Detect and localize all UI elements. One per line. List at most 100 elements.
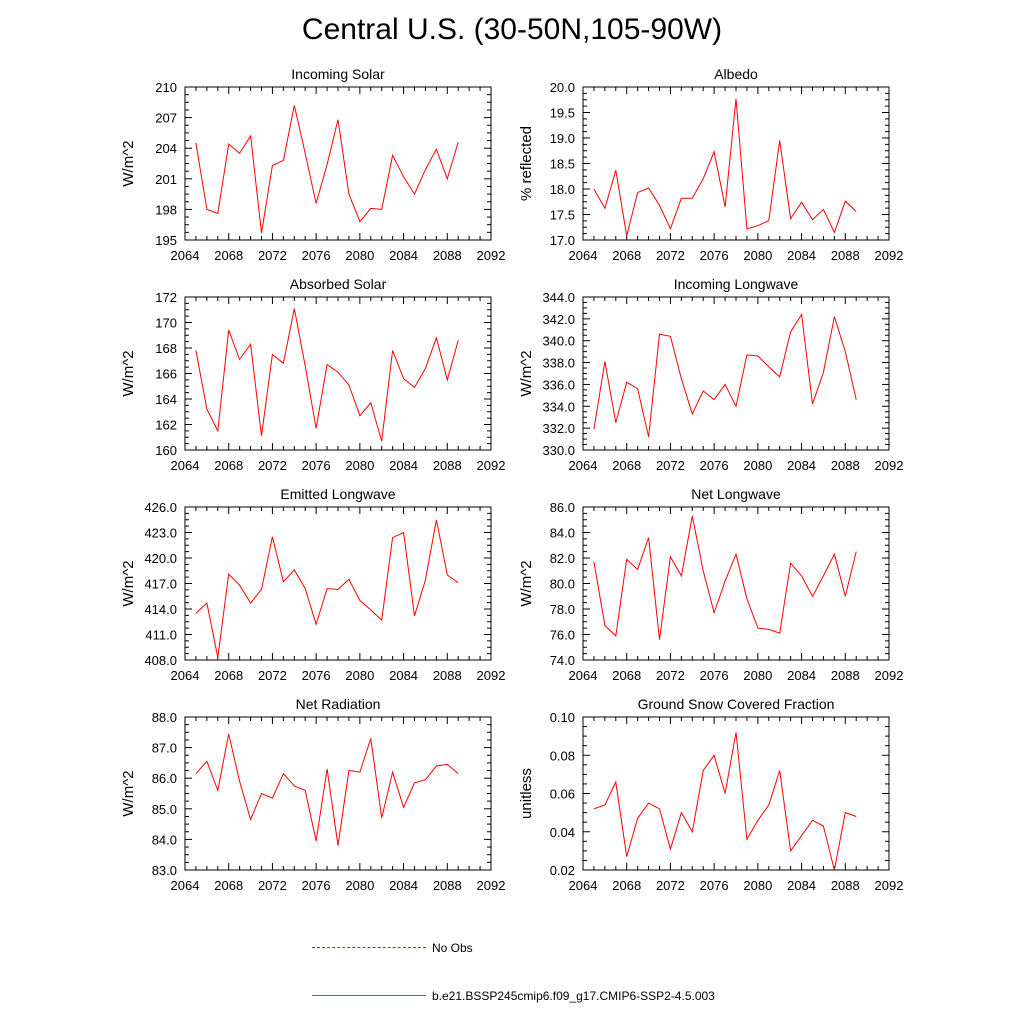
data-point — [724, 793, 725, 794]
data-point — [261, 435, 262, 436]
series-line — [195, 105, 459, 233]
data-point — [348, 579, 349, 580]
data-point — [447, 379, 448, 380]
legend-label: No Obs — [432, 941, 473, 955]
data-point — [294, 785, 295, 786]
y-tick-label: 195 — [155, 233, 177, 248]
y-tick-label: 417.0 — [144, 577, 177, 592]
x-tick-label: 2084 — [389, 878, 418, 893]
data-point — [392, 350, 393, 351]
data-point — [348, 770, 349, 771]
panel-ground-snow-covered-fraction: Ground Snow Covered Fraction unitless 2064… — [518, 696, 903, 893]
data-point — [681, 575, 682, 576]
data-point — [359, 221, 360, 222]
data-point — [261, 793, 262, 794]
x-tick-label: 2080 — [743, 248, 772, 263]
y-tick-label: 78.0 — [550, 602, 575, 617]
panel-net-longwave: Net Longwave W/m^2 2064 2068 2072 2076 2080 208… — [518, 486, 903, 683]
data-point — [425, 368, 426, 369]
x-tick-label: 2084 — [389, 458, 418, 473]
y-tick-label: 18.5 — [550, 157, 575, 172]
data-point — [436, 765, 437, 766]
data-point — [845, 201, 846, 202]
y-axis-label: % reflected — [518, 126, 535, 201]
data-point — [217, 790, 218, 791]
data-point — [714, 151, 715, 152]
data-point — [593, 429, 594, 430]
data-point — [414, 782, 415, 783]
x-tick-label: 2080 — [345, 878, 374, 893]
data-point — [604, 361, 605, 362]
data-point — [703, 178, 704, 179]
y-tick-label: 0.08 — [550, 748, 575, 763]
data-point — [206, 409, 207, 410]
data-point — [823, 209, 824, 210]
plot-frame — [184, 86, 492, 241]
data-point — [425, 169, 426, 170]
data-point — [316, 840, 317, 841]
data-point — [768, 804, 769, 805]
data-point — [790, 563, 791, 564]
y-tick-label: 414.0 — [144, 602, 177, 617]
x-tick-label: 2068 — [612, 878, 641, 893]
data-point — [206, 209, 207, 210]
data-point — [648, 187, 649, 188]
data-point — [615, 422, 616, 423]
x-tick-label: 2076 — [700, 668, 729, 683]
panel-title: Net Radiation — [296, 696, 381, 712]
x-tick-label: 2072 — [258, 668, 287, 683]
x-tick-label: 2064 — [569, 878, 598, 893]
data-point — [834, 554, 835, 555]
data-point — [370, 738, 371, 739]
plot-frame — [582, 296, 890, 451]
y-tick-label: 426.0 — [144, 500, 177, 515]
x-tick-label: 2092 — [875, 878, 904, 893]
data-point — [714, 755, 715, 756]
x-tick-label: 2088 — [433, 668, 462, 683]
data-point — [381, 440, 382, 441]
data-point — [195, 773, 196, 774]
data-point — [670, 848, 671, 849]
data-point — [403, 176, 404, 177]
data-point — [217, 430, 218, 431]
x-tick-label: 2092 — [477, 878, 506, 893]
y-tick-label: 80.0 — [550, 577, 575, 592]
data-point — [305, 153, 306, 154]
data-point — [294, 569, 295, 570]
data-point — [823, 825, 824, 826]
data-point — [593, 561, 594, 562]
data-point — [746, 228, 747, 229]
data-point — [681, 198, 682, 199]
data-point — [757, 820, 758, 821]
data-point — [195, 613, 196, 614]
data-point — [337, 119, 338, 120]
data-point — [823, 575, 824, 576]
data-point — [593, 808, 594, 809]
data-point — [403, 807, 404, 808]
data-point — [458, 340, 459, 341]
data-point — [250, 819, 251, 820]
data-point — [337, 589, 338, 590]
series-line — [593, 313, 857, 438]
data-point — [779, 633, 780, 634]
y-axis-label: W/m^2 — [120, 560, 137, 606]
panel-title: Incoming Longwave — [674, 276, 799, 292]
x-tick-label: 2080 — [743, 668, 772, 683]
data-point — [348, 194, 349, 195]
data-point — [206, 761, 207, 762]
y-axis-label: W/m^2 — [518, 350, 535, 396]
data-point — [447, 178, 448, 179]
data-point — [823, 372, 824, 373]
data-point — [326, 768, 327, 769]
x-tick-label: 2064 — [569, 668, 598, 683]
data-point — [239, 781, 240, 782]
x-tick-label: 2084 — [787, 248, 816, 263]
data-point — [724, 384, 725, 385]
data-point — [692, 198, 693, 199]
data-point — [425, 580, 426, 581]
x-tick-label: 2064 — [171, 878, 200, 893]
y-tick-label: 166 — [155, 367, 177, 382]
panel-title: Net Longwave — [691, 486, 781, 502]
x-tick-label: 2092 — [875, 248, 904, 263]
